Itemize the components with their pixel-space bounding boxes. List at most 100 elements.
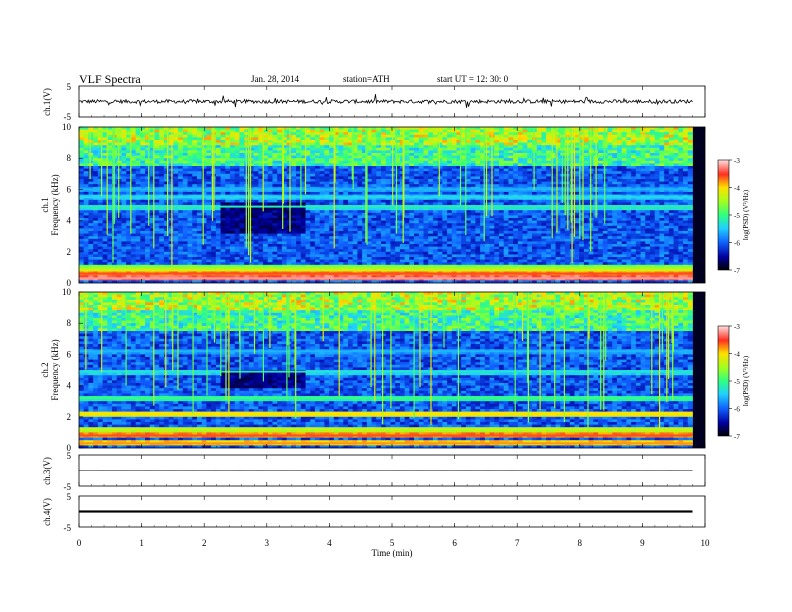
ch2-spectrogram-sferic xyxy=(651,292,653,395)
ch2-spectrogram-sferic xyxy=(514,292,516,412)
ch2-spec-ylabel: Frequency (kHz) xyxy=(50,339,60,400)
ch1-spectrogram-sferic xyxy=(579,127,581,240)
x-tick-label: 8 xyxy=(578,538,583,548)
ch2-spectrogram-sferic xyxy=(125,292,127,386)
colorbar-tick: -7 xyxy=(734,267,740,275)
ch1-waveform-line xyxy=(78,94,693,108)
x-tick-label: 7 xyxy=(515,538,520,548)
ch2-spectrogram-sferic xyxy=(228,292,230,416)
ch2-spectrogram-ytick: 8 xyxy=(67,318,72,328)
x-tick-label: 9 xyxy=(640,538,645,548)
colorbar-tick: -4 xyxy=(734,351,740,359)
ch4-ytick-top: 5 xyxy=(67,492,72,502)
colorbar-tick: -4 xyxy=(734,185,740,193)
colorbar-tick: -7 xyxy=(734,433,740,441)
ch1-spectrogram-sferic xyxy=(351,127,353,180)
ch2-spectrogram-sferic xyxy=(666,292,668,402)
ch2-spectrogram-sferic xyxy=(661,292,663,353)
ch1-colorbar: -3 -4 -5 -6 -7 log(PSD) (V²/Hz) xyxy=(717,157,750,275)
ch2-spectrogram-sferic xyxy=(521,292,524,341)
station-label: station=ATH xyxy=(343,74,390,84)
ch1-spectrogram-sferic xyxy=(365,127,367,243)
ch2-spectrogram-band xyxy=(79,397,693,400)
ch1-spectrogram-sferic xyxy=(153,127,155,249)
ch2-spectrogram-sferic xyxy=(526,292,529,383)
ch2-spectrogram-sferic xyxy=(672,292,674,401)
x-tick-label: 1 xyxy=(139,538,144,548)
ch2-spectrogram-band xyxy=(79,350,693,353)
ch2-spectrogram-sferic xyxy=(288,292,290,378)
ch4-ylabel: ch.4(V) xyxy=(42,498,52,526)
x-tick-label: 2 xyxy=(202,538,207,548)
ch2-spectrogram-sferic xyxy=(286,292,288,402)
ch1-spectrogram-band xyxy=(79,205,693,208)
ch2-spectrogram-sferic xyxy=(206,292,208,396)
ch1-colorbar-label: log(PSD) (V²/Hz) xyxy=(742,189,750,240)
ch1-spectrogram-sferic xyxy=(582,127,584,241)
ch1-spectrogram-sferic xyxy=(304,127,307,195)
ch1-spectrogram-sferic xyxy=(561,127,563,203)
ch2-spectrogram-ytick: 4 xyxy=(67,381,72,391)
ch1-spectrogram-sferic xyxy=(262,127,264,212)
ch1-spectrogram-sferic xyxy=(570,127,572,223)
ch1-spectrogram-band xyxy=(79,269,693,272)
ch1-waveform-trace xyxy=(78,94,693,108)
ch2-spectrogram-sferic xyxy=(457,292,459,420)
ch1-spectrogram-sferic xyxy=(465,127,467,236)
ch2-spectrogram-panel xyxy=(78,291,706,449)
ch2-spectrogram-sferic xyxy=(605,292,607,361)
ch2-colorbar-label: log(PSD) (V²/Hz) xyxy=(742,355,750,406)
ch1-spectrogram-band xyxy=(79,188,693,191)
ch2-spectrogram-ytick: 6 xyxy=(67,349,72,359)
ch2-spectrogram-sferic xyxy=(213,292,216,343)
ch1-spectrogram-sferic xyxy=(491,127,493,217)
ch1-spectrogram-ytick: 0 xyxy=(67,278,72,288)
ch1-spectrogram-sferic xyxy=(459,127,462,206)
ch2-spectrogram-sferic xyxy=(295,292,297,419)
ch2-spectrogram-sferic xyxy=(287,292,289,346)
ch2-spectrogram-sferic xyxy=(153,292,155,406)
ch1-spectrogram-band xyxy=(79,196,693,199)
x-tick-label: 3 xyxy=(265,538,270,548)
x-tick-label: 4 xyxy=(327,538,332,548)
ch2-spec-channel-label: ch.2 xyxy=(40,362,50,377)
ch1-spectrogram-band xyxy=(79,272,693,275)
ch1-spectrogram-sferic xyxy=(567,127,569,230)
ch2-spectrogram-sferic xyxy=(370,292,372,388)
ch1-spectrogram-band xyxy=(79,277,693,280)
ch1-spectrogram-sferic xyxy=(334,127,336,183)
ch2-spectrogram-sferic xyxy=(430,292,432,425)
ch1-spectrogram-sferic xyxy=(333,127,335,249)
ch2-spectrogram-sferic xyxy=(382,292,384,425)
ch1-spectrogram-ytick: 2 xyxy=(67,247,72,257)
ch2-spectrogram-sferic xyxy=(527,292,529,423)
ch2-spectrogram-sferic xyxy=(671,292,673,343)
ch2-spectrogram-sferic xyxy=(587,292,589,433)
ch1-spectrogram-sferic xyxy=(282,127,284,204)
ch1-spectrogram-sferic xyxy=(483,127,485,242)
ch1-spectrogram-sferic xyxy=(118,127,120,218)
ch2-spectrogram-sferic xyxy=(659,292,661,428)
ch2-spectrogram-sferic xyxy=(413,292,415,418)
ch1-ytick-bottom: -5 xyxy=(64,112,72,122)
ch2-spectrogram-ytick: 0 xyxy=(67,443,72,453)
ch1-spectrogram-sferic xyxy=(392,127,394,206)
ch4-ytick-bottom: -5 xyxy=(64,523,72,533)
ch2-spectrogram-sferic xyxy=(338,292,340,396)
ch1-spectrogram-band xyxy=(79,266,693,269)
ch1-spectrogram-sferic xyxy=(564,127,566,215)
ch1-spectrogram-sferic xyxy=(604,127,606,224)
ch1-spectrogram-sferic xyxy=(573,127,576,237)
ch2-spectrogram-sferic xyxy=(253,292,256,354)
ch2-spectrogram-sferic xyxy=(554,292,556,409)
ch2-spectrogram-sferic xyxy=(172,292,174,371)
ch1-spectrogram-sferic xyxy=(300,127,302,208)
ch2-spectrogram-sferic xyxy=(322,292,324,342)
ch2-spectrogram-band xyxy=(79,434,693,437)
ch2-spectrogram-sferic xyxy=(220,292,222,377)
colorbar-tick: -5 xyxy=(734,378,740,386)
ch1-spectrogram-sferic xyxy=(395,127,398,234)
ch1-spectrogram-sferic xyxy=(167,127,169,236)
ch2-spectrogram-ytick: 10 xyxy=(62,287,72,297)
ch1-spec-channel-label: ch.1 xyxy=(40,197,50,212)
